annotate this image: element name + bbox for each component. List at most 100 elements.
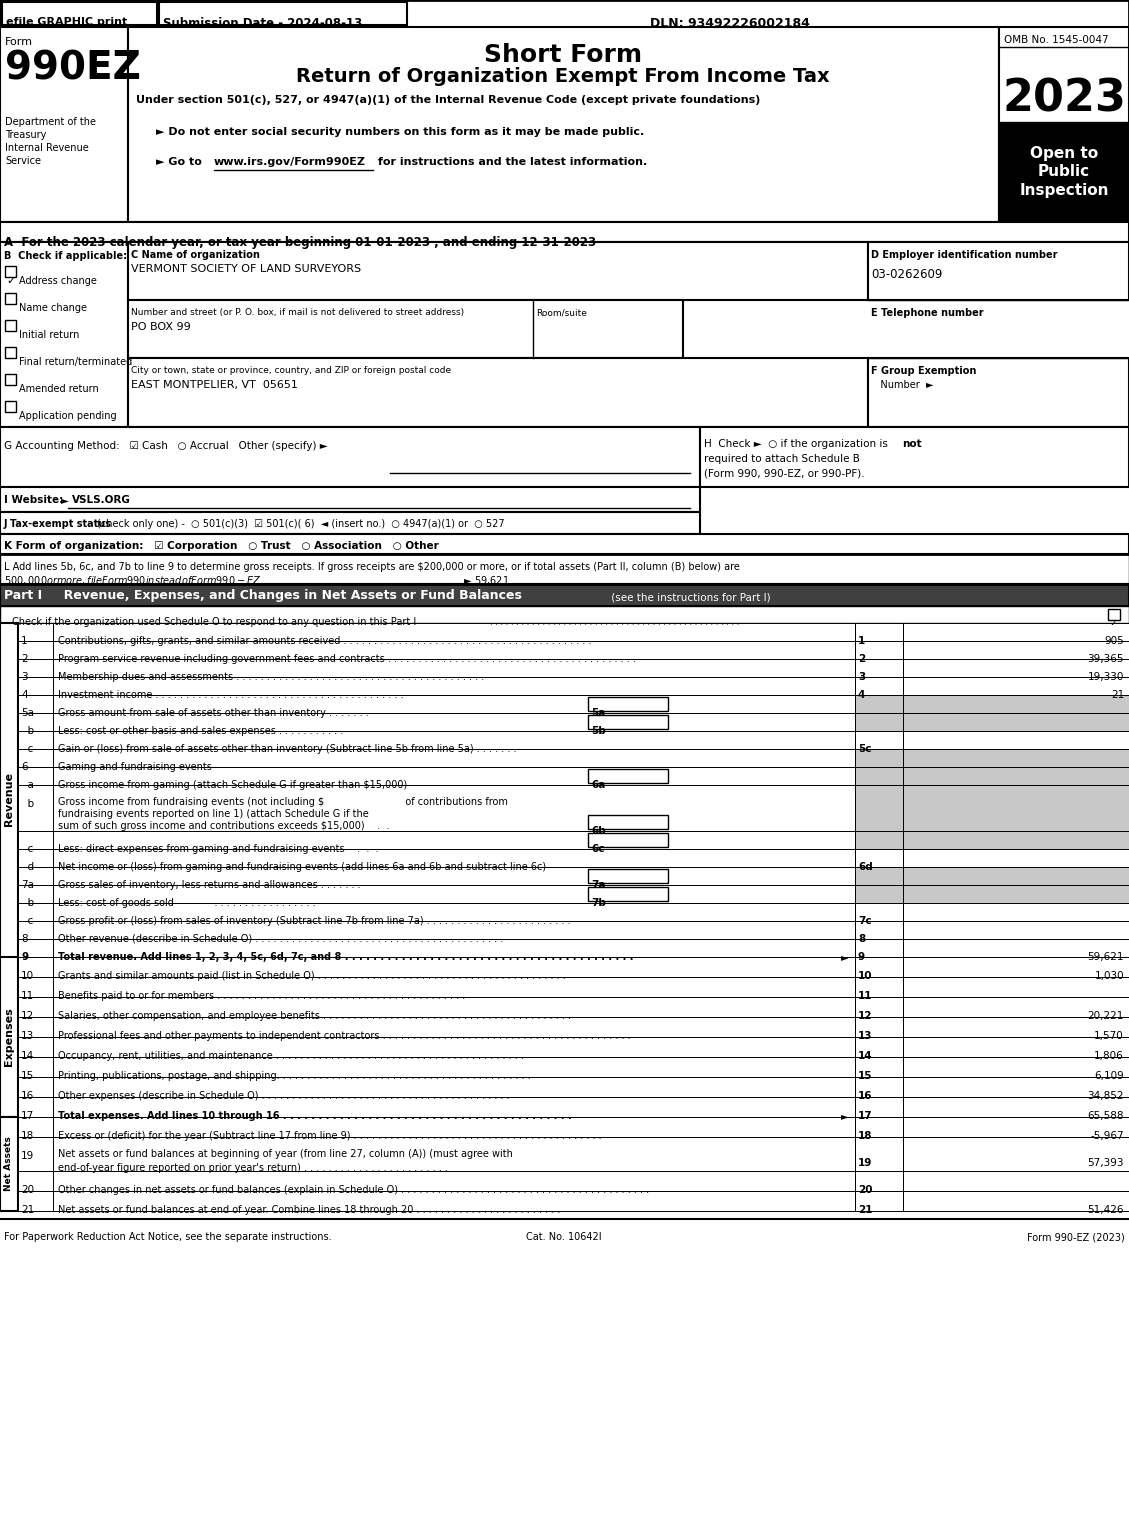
Bar xyxy=(18,868,53,884)
Bar xyxy=(18,767,53,785)
Text: Total expenses. Add lines 10 through 16 . . . . . . . . . . . . . . . . . . . . : Total expenses. Add lines 10 through 16 … xyxy=(58,1112,571,1121)
Text: 7c: 7c xyxy=(858,917,872,926)
Bar xyxy=(855,749,903,767)
Text: 39,365: 39,365 xyxy=(1087,654,1124,663)
Text: 6,109: 6,109 xyxy=(1094,1072,1124,1081)
Text: -5,967: -5,967 xyxy=(1091,1132,1124,1141)
Bar xyxy=(903,1037,1129,1057)
Text: 1: 1 xyxy=(858,636,865,647)
Text: Form 990-EZ (2023): Form 990-EZ (2023) xyxy=(1027,1232,1124,1241)
Text: Number  ►: Number ► xyxy=(870,380,934,390)
Bar xyxy=(855,831,903,849)
Text: Gross income from fundraising events (not including $                          o: Gross income from fundraising events (no… xyxy=(58,798,508,807)
Bar xyxy=(903,884,1129,903)
Text: Return of Organization Exempt From Income Tax: Return of Organization Exempt From Incom… xyxy=(296,67,830,85)
Text: ►: ► xyxy=(841,1112,849,1121)
Text: for instructions and the latest information.: for instructions and the latest informat… xyxy=(374,157,647,168)
Text: b: b xyxy=(21,726,34,737)
Text: 5c: 5c xyxy=(858,744,872,753)
Text: Initial return: Initial return xyxy=(19,329,79,340)
Bar xyxy=(855,1077,903,1096)
Text: DLN: 93492226002184: DLN: 93492226002184 xyxy=(650,17,809,30)
Text: end-of-year figure reported on prior year's return) . . . . . . . . . . . . . . : end-of-year figure reported on prior yea… xyxy=(58,1164,448,1173)
Text: sum of such gross income and contributions exceeds $15,000)    .  .: sum of such gross income and contributio… xyxy=(58,820,390,831)
Text: 6c: 6c xyxy=(590,845,604,854)
Text: required to attach Schedule B: required to attach Schedule B xyxy=(704,454,860,464)
Bar xyxy=(903,714,1129,730)
Text: For Paperwork Reduction Act Notice, see the separate instructions.: For Paperwork Reduction Act Notice, see … xyxy=(5,1232,332,1241)
Bar xyxy=(53,849,855,868)
Text: Program service revenue including government fees and contracts . . . . . . . . : Program service revenue including govern… xyxy=(58,654,636,663)
Bar xyxy=(18,1037,53,1057)
Text: Gaming and fundraising events: Gaming and fundraising events xyxy=(58,762,212,772)
Bar xyxy=(18,921,53,939)
Text: c: c xyxy=(21,917,33,926)
Bar xyxy=(0,624,18,974)
Bar xyxy=(0,242,128,427)
Text: 15: 15 xyxy=(858,1072,873,1081)
Text: Service: Service xyxy=(5,156,41,166)
Text: www.irs.gov/Form990EZ: www.irs.gov/Form990EZ xyxy=(215,157,366,168)
Bar xyxy=(0,427,700,486)
Bar xyxy=(903,624,1129,640)
Text: ► Do not enter social security numbers on this form as it may be made public.: ► Do not enter social security numbers o… xyxy=(156,127,645,137)
Text: A  For the 2023 calendar year, or tax year beginning 01-01-2023 , and ending 12-: A For the 2023 calendar year, or tax yea… xyxy=(5,236,596,249)
Bar xyxy=(5,293,16,303)
Text: F Group Exemption: F Group Exemption xyxy=(870,366,977,377)
Bar xyxy=(855,1037,903,1057)
Text: 17: 17 xyxy=(858,1112,873,1121)
Text: Gross profit or (loss) from sales of inventory (Subtract line 7b from line 7a) .: Gross profit or (loss) from sales of inv… xyxy=(58,917,570,926)
Bar xyxy=(855,884,903,903)
Bar xyxy=(53,831,855,849)
Text: 10: 10 xyxy=(858,971,873,982)
Text: Salaries, other compensation, and employee benefits . . . . . . . . . . . . . . : Salaries, other compensation, and employ… xyxy=(58,1011,571,1022)
Text: 3: 3 xyxy=(21,673,27,682)
Text: 12: 12 xyxy=(858,1011,873,1022)
Bar xyxy=(53,1138,855,1171)
Text: 1: 1 xyxy=(21,636,27,647)
Text: ✓: ✓ xyxy=(6,276,16,287)
Text: 14: 14 xyxy=(858,1051,873,1061)
Text: K Form of organization:   ☑ Corporation   ○ Trust   ○ Association   ○ Other: K Form of organization: ☑ Corporation ○ … xyxy=(5,541,439,551)
Bar xyxy=(903,1096,1129,1116)
Text: Benefits paid to or for members . . . . . . . . . . . . . . . . . . . . . . . . : Benefits paid to or for members . . . . … xyxy=(58,991,465,1002)
Bar xyxy=(53,1191,855,1211)
Bar xyxy=(18,749,53,767)
Bar xyxy=(0,512,700,534)
Text: Gross income from gaming (attach Schedule G if greater than $15,000): Gross income from gaming (attach Schedul… xyxy=(58,779,408,790)
Bar xyxy=(53,903,855,921)
Text: efile GRAPHIC print: efile GRAPHIC print xyxy=(6,17,128,27)
Text: 65,588: 65,588 xyxy=(1087,1112,1124,1121)
Bar xyxy=(903,978,1129,997)
Text: 21: 21 xyxy=(858,1205,873,1215)
Bar xyxy=(53,1116,855,1138)
Bar xyxy=(0,554,1129,584)
Text: Net income or (loss) from gaming and fundraising events (add lines 6a and 6b and: Net income or (loss) from gaming and fun… xyxy=(58,862,546,872)
Text: Application pending: Application pending xyxy=(19,412,116,421)
Bar xyxy=(53,785,855,831)
Text: 4: 4 xyxy=(858,689,865,700)
Text: 5a: 5a xyxy=(590,708,605,718)
Bar xyxy=(5,265,16,278)
Text: 8: 8 xyxy=(858,933,865,944)
Bar xyxy=(53,884,855,903)
Text: Revenue, Expenses, and Changes in Net Assets or Fund Balances: Revenue, Expenses, and Changes in Net As… xyxy=(55,589,522,602)
Bar xyxy=(588,869,668,883)
Bar xyxy=(855,730,903,749)
Text: C Name of organization: C Name of organization xyxy=(131,250,260,259)
Bar xyxy=(903,749,1129,767)
Bar xyxy=(5,348,16,358)
Bar xyxy=(903,1138,1129,1171)
Bar xyxy=(903,921,1129,939)
Bar xyxy=(18,624,53,640)
Text: 16: 16 xyxy=(858,1092,873,1101)
Text: 34,852: 34,852 xyxy=(1087,1092,1124,1101)
Text: 3: 3 xyxy=(858,673,865,682)
Text: Membership dues and assessments . . . . . . . . . . . . . . . . . . . . . . . . : Membership dues and assessments . . . . … xyxy=(58,673,484,682)
Bar xyxy=(53,624,855,640)
Bar xyxy=(903,659,1129,677)
Bar xyxy=(855,714,903,730)
Bar xyxy=(128,27,999,223)
Bar xyxy=(855,997,903,1017)
Text: VERMONT SOCIETY OF LAND SURVEYORS: VERMONT SOCIETY OF LAND SURVEYORS xyxy=(131,264,361,274)
